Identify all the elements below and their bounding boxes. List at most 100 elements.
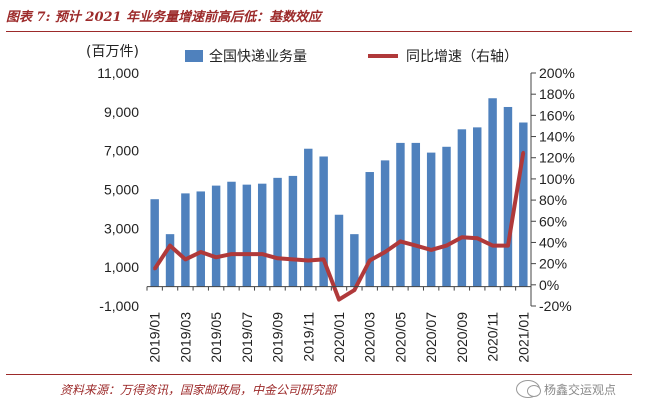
growth-point xyxy=(245,252,249,256)
source-rule xyxy=(6,374,632,375)
growth-point xyxy=(291,257,295,261)
growth-point xyxy=(506,244,510,248)
bar xyxy=(396,142,405,287)
bar xyxy=(365,172,374,287)
bar xyxy=(227,181,236,287)
right-tick-label: 160% xyxy=(539,107,575,123)
bar-series xyxy=(150,98,528,287)
growth-point xyxy=(460,235,464,239)
right-axis: -20% 0% 20% 40% 60% 80% 100% 120% 140% 160% 180% 20… xyxy=(530,65,575,314)
bar xyxy=(242,184,252,287)
growth-point xyxy=(398,239,402,243)
bar xyxy=(334,214,344,287)
right-tick-label: 140% xyxy=(539,129,575,145)
growth-point xyxy=(368,258,372,262)
bar xyxy=(411,142,421,287)
legend: 全国快递业务量 同比增速（右轴） xyxy=(185,48,518,65)
x-tick-label: 2019/01 xyxy=(147,312,163,363)
growth-point xyxy=(491,244,495,248)
growth-point xyxy=(260,252,264,256)
left-tick-label: 7,000 xyxy=(104,143,139,159)
growth-point xyxy=(475,236,479,240)
left-tick-label: 9,000 xyxy=(104,104,139,120)
left-tick-label: -1,000 xyxy=(99,298,139,314)
growth-point xyxy=(337,298,341,302)
x-tick-label: 2020/07 xyxy=(423,312,439,363)
right-tick-label: -20% xyxy=(539,298,572,314)
x-tick-label: 2020/09 xyxy=(454,312,470,363)
growth-point xyxy=(153,267,157,271)
bar xyxy=(257,183,267,287)
wechat-icon xyxy=(516,380,541,398)
x-tick-label: 2019/03 xyxy=(177,312,193,363)
bar xyxy=(273,177,282,287)
watermark-text: 杨鑫交运观点 xyxy=(544,382,617,397)
growth-point xyxy=(183,257,187,261)
x-tick-label: 2020/03 xyxy=(362,312,378,363)
growth-point xyxy=(199,250,203,254)
growth-point xyxy=(383,250,387,254)
bar xyxy=(519,122,528,287)
bar xyxy=(181,193,190,287)
right-tick-label: 120% xyxy=(539,150,575,166)
bar xyxy=(442,146,451,287)
title-rule xyxy=(6,31,632,32)
growth-point xyxy=(322,257,326,261)
x-tick-label: 2021/01 xyxy=(515,312,531,363)
x-tick-label: 2019/09 xyxy=(270,312,286,363)
watermark: 杨鑫交运观点 xyxy=(516,380,616,398)
right-tick-label: 20% xyxy=(539,256,567,272)
growth-point xyxy=(214,255,218,259)
growth-point xyxy=(306,258,310,262)
left-axis-unit: (百万件) xyxy=(86,44,139,60)
left-tick-label: 1,000 xyxy=(104,259,139,275)
right-tick-label: 40% xyxy=(539,234,567,250)
growth-point xyxy=(276,256,280,260)
bar xyxy=(319,156,328,287)
right-tick-label: 180% xyxy=(539,86,575,102)
bar xyxy=(426,152,436,287)
right-tick-label: 100% xyxy=(539,171,575,187)
x-tick-label: 2020/01 xyxy=(331,312,347,363)
bar xyxy=(211,185,221,287)
growth-point xyxy=(414,244,418,248)
bar xyxy=(304,148,313,287)
bar xyxy=(380,160,390,287)
growth-point xyxy=(229,252,233,256)
bar xyxy=(473,127,482,287)
left-tick-label: 11,000 xyxy=(97,65,139,81)
bar xyxy=(165,234,175,287)
bar xyxy=(457,129,467,287)
left-tick-label: 3,000 xyxy=(104,220,139,236)
growth-point xyxy=(352,288,356,292)
bar xyxy=(488,98,497,287)
bar xyxy=(150,199,159,287)
x-axis: 2019/01 2019/03 2019/05 2019/07 2019/09 2019/… xyxy=(146,286,532,363)
growth-point xyxy=(521,150,525,154)
left-axis: -1,000 1,000 3,000 5,000 7,000 9,000 11,000 xyxy=(97,65,139,314)
bar xyxy=(503,106,513,287)
bar xyxy=(196,191,205,287)
x-tick-label: 2020/11 xyxy=(485,312,501,362)
bar xyxy=(350,234,359,287)
right-tick-label: 0% xyxy=(539,277,559,293)
chart-title: 图表 7: 预计 2021 年业务量增速前高后低：基数效应 xyxy=(6,10,322,25)
right-tick-label: 80% xyxy=(539,192,567,208)
combo-chart: 全国快递业务量 同比增速（右轴） (百万件) -1,000 1,000 3,000 5… xyxy=(86,44,575,363)
legend-label-line: 同比增速（右轴） xyxy=(406,49,518,65)
left-tick-label: 5,000 xyxy=(104,182,139,198)
line-series xyxy=(153,150,526,302)
growth-point xyxy=(168,244,172,248)
legend-label-bar: 全国快递业务量 xyxy=(209,48,307,65)
x-tick-label: 2019/07 xyxy=(239,312,255,363)
x-tick-label: 2020/05 xyxy=(392,312,408,363)
source-note: 资料来源：万得资讯，国家邮政局，中金公司研究部 xyxy=(60,383,337,397)
right-tick-label: 60% xyxy=(539,213,567,229)
growth-point xyxy=(445,244,449,248)
x-tick-label: 2019/11 xyxy=(300,312,316,362)
growth-point xyxy=(429,248,433,252)
right-tick-label: 200% xyxy=(539,65,575,81)
legend-swatch-bar xyxy=(185,50,203,62)
x-tick-label: 2019/05 xyxy=(208,312,224,363)
bar xyxy=(288,175,298,287)
